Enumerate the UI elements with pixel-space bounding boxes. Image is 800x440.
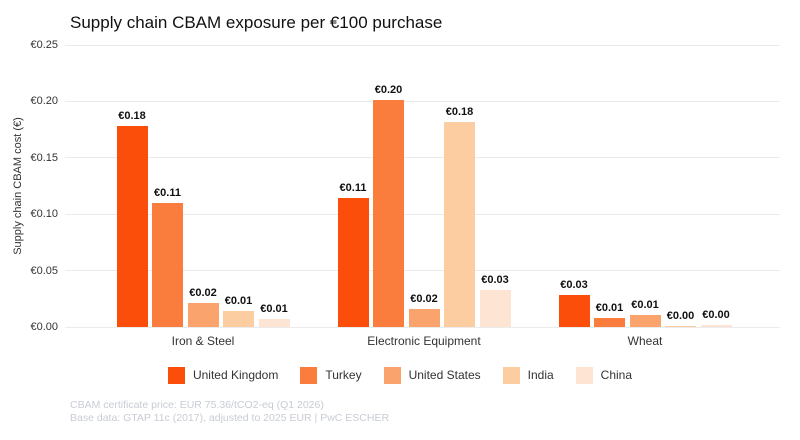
bar-value-label-united-states-wheat: €0.01 xyxy=(631,299,659,311)
bar-value-label-turkey-electronic-equipment: €0.20 xyxy=(374,84,403,96)
gridline-0.15 xyxy=(65,157,780,159)
bar-turkey-iron-steel xyxy=(152,203,183,327)
bar-turkey-wheat xyxy=(594,318,625,327)
legend-label-united-states: United States xyxy=(408,368,481,382)
bar-value-label-india-electronic-equipment: €0.18 xyxy=(445,106,474,118)
legend-item-united-kingdom: United Kingdom xyxy=(167,366,279,384)
bar-value-label-turkey-iron-steel: €0.11 xyxy=(154,187,181,199)
bar-united-states-iron-steel xyxy=(187,303,219,327)
gridline-0.00 xyxy=(65,326,780,328)
footnote: CBAM certificate price: EUR 75.36/tCO2-e… xyxy=(70,399,389,424)
legend-swatch-china xyxy=(575,366,593,384)
category-label-electronic-equipment: Electronic Equipment xyxy=(367,334,481,348)
gridline-0.20 xyxy=(65,100,780,102)
bar-china-electronic-equipment xyxy=(479,290,511,327)
bar-united-states-electronic-equipment xyxy=(408,309,440,327)
bar-value-label-china-iron-steel: €0.01 xyxy=(260,303,288,315)
footnote-line-2: Base data: GTAP 11c (2017), adjusted to … xyxy=(70,411,390,424)
gridline-0.10 xyxy=(65,213,780,215)
gridline-0.25 xyxy=(65,44,780,46)
bar-india-wheat xyxy=(665,326,696,327)
y-tick-label: €0.25 xyxy=(30,39,58,51)
y-tick-label: €0.00 xyxy=(30,321,58,333)
gridline-0.05 xyxy=(65,270,780,272)
bar-united-kingdom-wheat xyxy=(558,295,590,327)
legend-label-turkey: Turkey xyxy=(325,368,362,382)
legend-item-united-states: United States xyxy=(383,366,481,384)
bar-value-label-china-wheat: €0.00 xyxy=(702,309,730,321)
bar-value-label-united-states-electronic-equipment: €0.02 xyxy=(410,293,438,305)
bar-value-label-india-wheat: €0.00 xyxy=(666,310,695,322)
footnote-line-1: CBAM certificate price: EUR 75.36/tCO2-e… xyxy=(70,399,324,411)
bar-india-electronic-equipment xyxy=(444,122,475,327)
bar-china-wheat xyxy=(700,325,732,327)
bar-value-label-china-electronic-equipment: €0.03 xyxy=(481,274,509,286)
y-axis-title: Supply chain CBAM cost (€) xyxy=(12,117,24,255)
legend-swatch-united-states xyxy=(383,366,401,384)
bar-value-label-united-kingdom-electronic-equipment: €0.11 xyxy=(339,182,367,194)
bar-value-label-india-iron-steel: €0.01 xyxy=(224,295,253,307)
bar-value-label-turkey-wheat: €0.01 xyxy=(595,302,624,314)
chart-title: Supply chain CBAM exposure per €100 purc… xyxy=(70,13,443,32)
bar-united-kingdom-electronic-equipment xyxy=(337,198,369,327)
y-tick-label: €0.10 xyxy=(30,208,58,221)
category-label-wheat: Wheat xyxy=(627,334,663,348)
bar-turkey-electronic-equipment xyxy=(373,100,404,327)
bar-united-states-wheat xyxy=(629,315,661,327)
y-tick-label: €0.15 xyxy=(30,151,58,164)
y-tick-label: €0.20 xyxy=(30,95,58,108)
category-label-iron-steel: Iron & Steel xyxy=(171,334,235,348)
bar-value-label-united-kingdom-iron-steel: €0.18 xyxy=(118,110,146,122)
bar-value-label-united-states-iron-steel: €0.02 xyxy=(189,287,217,299)
legend-label-india: India xyxy=(527,368,554,382)
legend: United Kingdom Turkey United States India Ch… xyxy=(0,365,800,385)
legend-item-turkey: Turkey xyxy=(300,366,362,384)
bar-india-iron-steel xyxy=(223,311,254,327)
legend-label-china: China xyxy=(600,368,633,382)
bar-value-label-united-kingdom-wheat: €0.03 xyxy=(560,279,588,291)
y-tick-label: €0.05 xyxy=(30,264,58,277)
bar-united-kingdom-iron-steel xyxy=(116,126,148,327)
legend-swatch-turkey xyxy=(300,366,318,384)
bar-china-iron-steel xyxy=(258,319,290,327)
legend-label-united-kingdom: United Kingdom xyxy=(192,368,279,382)
legend-item-china: China xyxy=(575,366,633,384)
legend-swatch-india xyxy=(502,366,520,384)
legend-item-india: India xyxy=(502,366,554,384)
legend-swatch-united-kingdom xyxy=(167,366,185,384)
